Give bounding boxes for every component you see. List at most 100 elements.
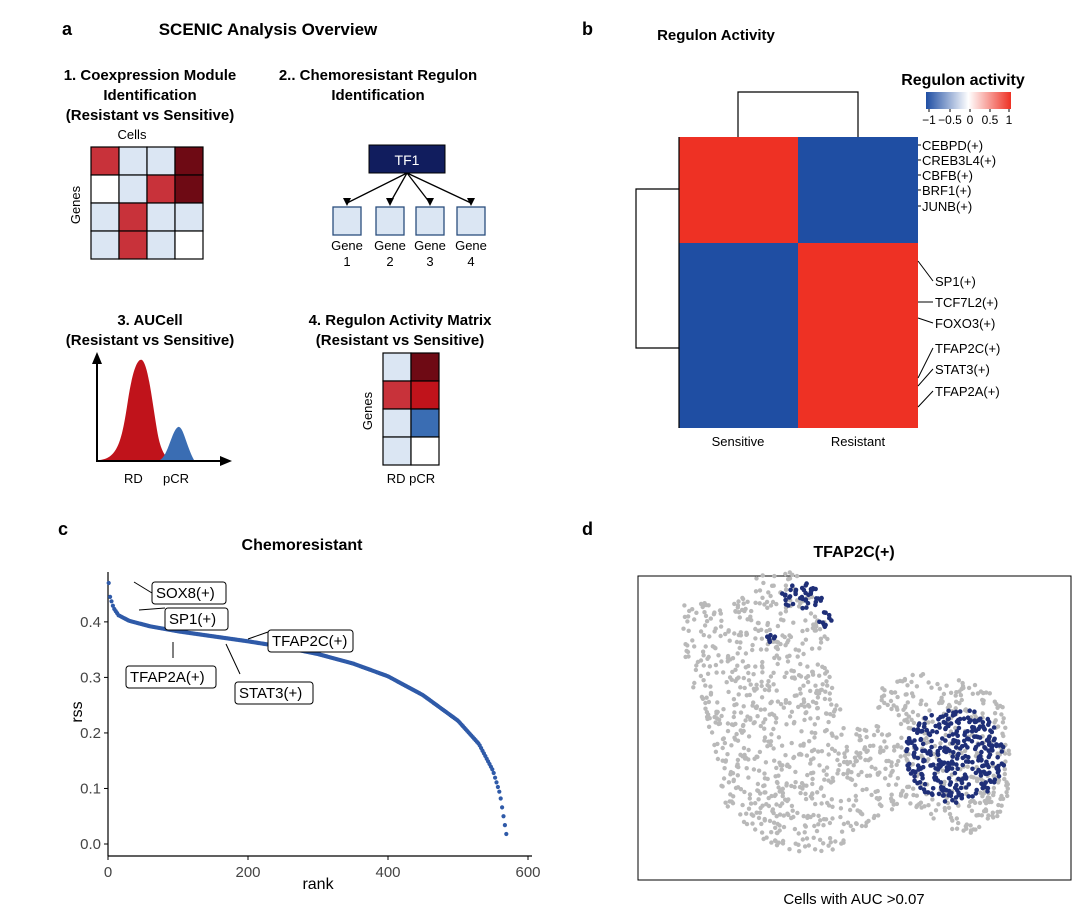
umap-cell [763, 790, 768, 795]
umap-highlight-cell [965, 715, 971, 720]
umap-cell [802, 717, 807, 723]
step2-title-line2: Identification [331, 87, 424, 104]
rss-point [106, 580, 111, 586]
umap-cell [841, 771, 846, 777]
rss-point [500, 805, 505, 810]
umap-cell [773, 774, 778, 779]
umap-cell [826, 752, 831, 757]
umap-cell [875, 728, 880, 734]
step1-cell [174, 230, 204, 260]
umap-cell [772, 758, 777, 763]
umap-cell [738, 787, 744, 792]
umap-cell [744, 630, 749, 635]
umap-cell [738, 640, 743, 645]
umap-cell [801, 743, 806, 748]
umap-cell [760, 573, 765, 578]
umap-cell [765, 605, 770, 610]
heatmap-row-label: FOXO3(+) [935, 316, 995, 331]
rss-point [502, 823, 507, 828]
umap-cell [847, 807, 853, 813]
umap-cell [768, 593, 773, 599]
umap-cell [776, 785, 781, 790]
umap-cell [922, 804, 927, 809]
heatmap-row-label: TFAP2C(+) [935, 341, 1000, 356]
aucell-y-arrow [92, 352, 102, 364]
umap-cell [962, 748, 968, 754]
umap-cell [956, 678, 962, 683]
umap-cell [954, 816, 959, 821]
umap-cell [746, 747, 751, 753]
step1-cell [174, 202, 204, 232]
umap-cell [812, 847, 818, 852]
umap-cell [957, 701, 962, 706]
umap-cell [968, 823, 973, 828]
umap-cell [748, 715, 753, 721]
umap-highlight-cell [960, 755, 966, 761]
umap-cell [771, 726, 776, 732]
umap-cell [954, 826, 960, 831]
umap-cell [892, 744, 897, 749]
umap-cell [744, 766, 749, 771]
umap-cell [759, 679, 764, 684]
umap-cell [905, 784, 910, 790]
step1-cell [146, 230, 176, 260]
umap-cell [744, 821, 750, 827]
umap-cell [822, 777, 827, 782]
umap-cell [685, 643, 690, 648]
umap-cell [867, 743, 873, 749]
umap-cell [721, 736, 726, 741]
umap-cell [827, 691, 832, 696]
umap-cell [761, 720, 766, 725]
umap-cell [864, 734, 869, 740]
annotation-label: TFAP2A(+) [130, 669, 205, 686]
umap-highlight-cell [906, 736, 912, 741]
x-tick-label: 400 [375, 864, 400, 881]
umap-highlight-cell [980, 785, 985, 791]
umap-cell [764, 647, 769, 652]
umap-highlight-cell [918, 785, 923, 791]
umap-cell [937, 700, 942, 706]
step4-cell [410, 352, 440, 382]
umap-highlight-cell [1001, 763, 1007, 768]
umap-cell [959, 697, 964, 703]
umap-cell [750, 642, 755, 648]
umap-highlight-cell [966, 782, 972, 787]
umap-cell [742, 752, 747, 758]
umap-cell [888, 773, 893, 778]
heatmap-cell [679, 137, 798, 243]
umap-cell [981, 809, 987, 814]
umap-cell [720, 758, 725, 763]
step4-genes-label: Genes [360, 391, 375, 430]
umap-cell [775, 830, 780, 836]
annotation-leader [247, 631, 269, 640]
umap-cell [708, 690, 714, 696]
umap-cell [767, 712, 772, 717]
umap-cell [848, 823, 853, 829]
umap-highlight-cell [980, 720, 986, 725]
umap-cell [854, 750, 859, 755]
umap-cell [1002, 751, 1008, 756]
umap-cell [753, 664, 758, 669]
umap-cell [980, 711, 985, 716]
umap-cell [748, 682, 753, 687]
umap-cell [784, 670, 789, 675]
umap-cell [751, 767, 757, 772]
umap-cell [712, 714, 717, 720]
umap-cell [707, 664, 713, 669]
umap-cell [888, 698, 894, 704]
umap-highlight-cell [783, 597, 788, 603]
umap-highlight-cell [938, 714, 943, 720]
umap-cell [714, 670, 719, 675]
annotation-box [234, 681, 314, 705]
row-leader [917, 347, 934, 379]
umap-cell [746, 806, 752, 811]
umap-highlight-cell [987, 752, 993, 757]
umap-cell [733, 609, 738, 614]
tree-arrowhead [343, 198, 351, 206]
umap-cell [930, 719, 935, 724]
umap-highlight-cell [813, 586, 818, 592]
umap-cell [754, 705, 759, 711]
umap-cell [741, 745, 747, 751]
umap-cell [953, 725, 958, 731]
umap-cell [953, 693, 958, 698]
